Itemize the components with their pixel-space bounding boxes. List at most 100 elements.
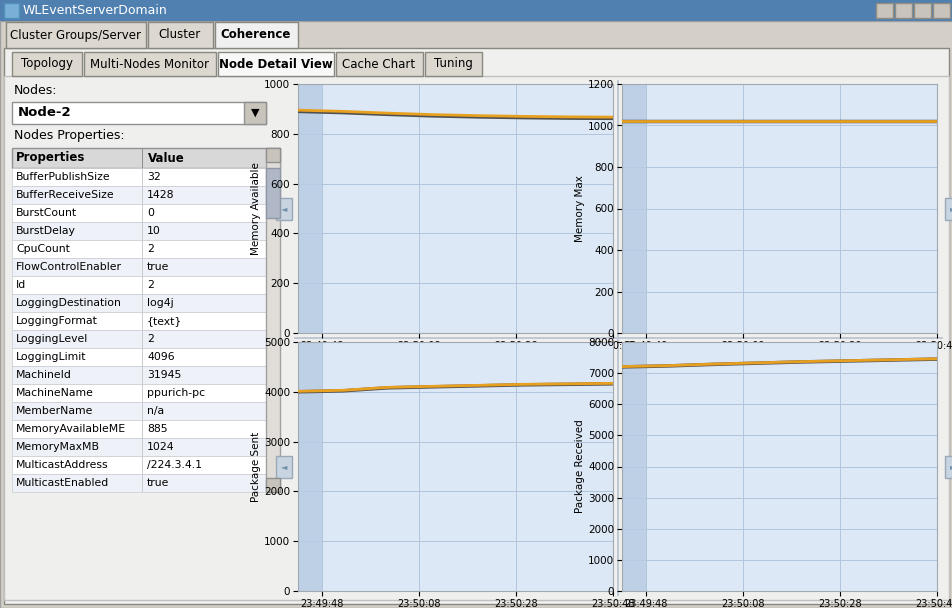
Bar	[913, 3, 930, 18]
Bar	[276, 456, 291, 478]
Text: Value: Value	[148, 151, 185, 165]
Text: Cache Chart: Cache Chart	[342, 58, 415, 71]
Bar	[6, 22, 146, 48]
Text: MulticastEnabled: MulticastEnabled	[16, 478, 109, 488]
Bar	[142, 168, 143, 186]
Text: 2: 2	[147, 334, 153, 344]
Text: true: true	[147, 478, 169, 488]
Bar	[932, 3, 949, 18]
Text: Node Detail View: Node Detail View	[219, 58, 332, 71]
Bar	[12, 52, 82, 76]
Bar	[12, 294, 266, 312]
Bar	[944, 198, 952, 220]
Bar	[425, 52, 482, 76]
Bar	[266, 148, 280, 162]
Bar	[12, 366, 266, 384]
Text: MulticastAddress: MulticastAddress	[16, 460, 109, 470]
Text: 2: 2	[147, 280, 153, 290]
Text: Id: Id	[16, 280, 27, 290]
Text: 32: 32	[147, 172, 161, 182]
Bar	[12, 330, 266, 348]
Bar	[12, 240, 266, 258]
Bar	[142, 186, 143, 204]
Y-axis label: Memory Max: Memory Max	[575, 175, 585, 242]
Text: Properties: Properties	[16, 151, 86, 165]
Bar	[622, 84, 645, 333]
X-axis label: Time: Time	[765, 353, 792, 364]
Text: MemoryAvailableME: MemoryAvailableME	[16, 424, 126, 434]
Bar	[12, 456, 266, 474]
Text: Multi-Nodes Monitor: Multi-Nodes Monitor	[90, 58, 209, 71]
Bar	[266, 478, 280, 492]
Bar	[12, 168, 266, 186]
Text: ▼: ▼	[250, 108, 259, 118]
Text: Topology: Topology	[21, 58, 73, 71]
Text: CpuCount: CpuCount	[16, 244, 69, 254]
Text: true: true	[147, 262, 169, 272]
Bar	[266, 148, 280, 492]
Text: MemoryMaxMB: MemoryMaxMB	[16, 442, 100, 452]
Bar	[12, 474, 266, 492]
Bar	[142, 456, 143, 474]
Bar	[148, 22, 213, 48]
Text: LoggingDestination: LoggingDestination	[16, 298, 122, 308]
Text: BurstDelay: BurstDelay	[16, 226, 76, 236]
Bar	[142, 222, 143, 240]
Text: FlowControlEnabler: FlowControlEnabler	[16, 262, 122, 272]
Bar	[142, 294, 143, 312]
Text: Cluster: Cluster	[159, 29, 201, 41]
Bar	[142, 276, 143, 294]
Text: 885: 885	[147, 424, 168, 434]
Bar	[142, 148, 143, 168]
Bar	[298, 84, 321, 333]
Bar	[894, 3, 911, 18]
Text: MemberName: MemberName	[16, 406, 93, 416]
Bar	[215, 22, 298, 48]
Bar	[12, 102, 266, 124]
Bar	[12, 348, 266, 366]
X-axis label: Time: Time	[442, 353, 468, 364]
Bar	[4, 3, 19, 18]
Text: ppurich-pc: ppurich-pc	[147, 388, 205, 398]
Text: MachineId: MachineId	[16, 370, 71, 380]
Bar	[276, 198, 291, 220]
Bar	[142, 240, 143, 258]
Text: 4096: 4096	[147, 352, 174, 362]
Text: 1024: 1024	[147, 442, 174, 452]
Bar	[622, 342, 645, 591]
Bar	[336, 52, 423, 76]
Text: WLEventServerDomain: WLEventServerDomain	[23, 4, 168, 18]
Bar	[12, 402, 266, 420]
Text: LoggingLevel: LoggingLevel	[16, 334, 89, 344]
Text: ►: ►	[949, 204, 952, 213]
Bar	[875, 3, 892, 18]
Bar	[142, 366, 143, 384]
Bar	[142, 474, 143, 492]
Text: 31945: 31945	[147, 370, 181, 380]
Bar	[12, 312, 266, 330]
Bar	[12, 420, 266, 438]
Text: 1428: 1428	[147, 190, 174, 200]
Bar	[4, 76, 948, 600]
Bar	[0, 0, 952, 21]
Bar	[298, 342, 321, 591]
Text: MachineName: MachineName	[16, 388, 94, 398]
Text: ◄: ◄	[281, 463, 287, 471]
Text: Tuning: Tuning	[433, 58, 472, 71]
Bar	[218, 52, 333, 76]
Bar	[12, 148, 280, 168]
Text: LoggingFormat: LoggingFormat	[16, 316, 98, 326]
Bar	[142, 258, 143, 276]
Bar	[142, 384, 143, 402]
Bar	[12, 438, 266, 456]
Bar	[142, 438, 143, 456]
Text: {text}: {text}	[147, 316, 182, 326]
Text: ◄: ◄	[281, 204, 287, 213]
Bar	[12, 204, 266, 222]
Text: 2: 2	[147, 244, 153, 254]
Bar	[616, 80, 619, 596]
Bar	[12, 384, 266, 402]
Bar	[293, 337, 942, 339]
Bar	[244, 102, 266, 124]
Text: Cluster Groups/Server: Cluster Groups/Server	[10, 29, 141, 41]
